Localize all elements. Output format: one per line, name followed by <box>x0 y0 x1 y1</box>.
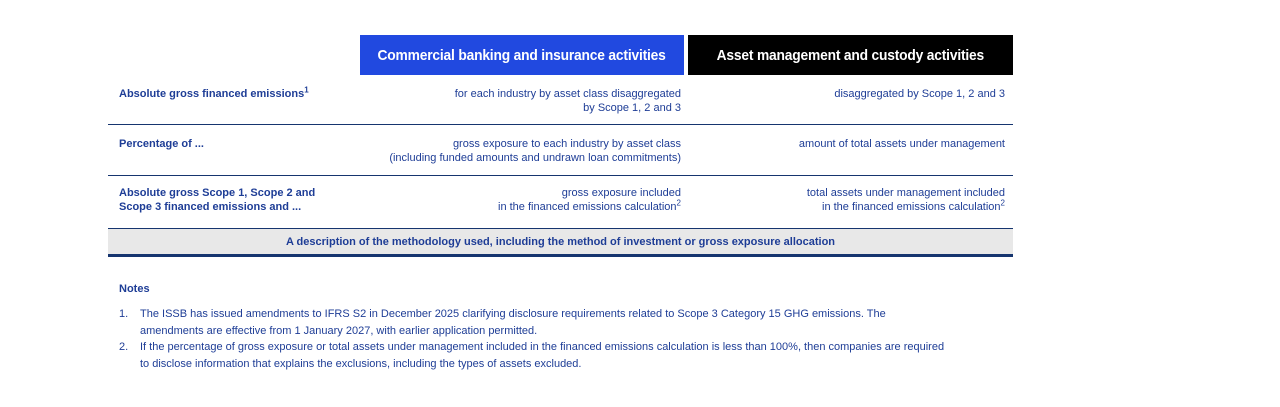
notes-section: Notes 1. The ISSB has issued amendments … <box>108 283 1013 372</box>
header-asset-management-label: Asset management and custody activities <box>716 46 985 64</box>
note-item-1: 1. The ISSB has issued amendments to IFR… <box>119 306 1013 339</box>
table-row-absolute-gross-financed-emissions: Absolute gross financed emissions1 for e… <box>108 75 1013 124</box>
methodology-description-text: A description of the methodology used, i… <box>285 235 836 248</box>
row-label: Absolute gross financed emissions1 <box>119 85 309 100</box>
note-item-2: 2. If the percentage of gross exposure o… <box>119 339 1013 372</box>
table-row-percentage-of: Percentage of ... gross exposure to each… <box>108 124 1013 175</box>
row-label: Absolute gross Scope 1, Scope 2 and Scop… <box>119 187 316 213</box>
banking-cell: for each industry by asset class disaggr… <box>454 88 681 114</box>
note-text: If the percentage of gross exposure or t… <box>140 341 945 370</box>
footnote-marker-2: 2 <box>1000 197 1005 207</box>
header-commercial-banking: Commercial banking and insurance activit… <box>360 35 684 75</box>
footnote-marker-1: 1 <box>304 85 309 95</box>
banking-cell: gross exposure included in the financed … <box>498 187 681 213</box>
note-number: 1. <box>119 308 129 320</box>
footnote-marker-2: 2 <box>676 197 681 207</box>
note-text: The ISSB has issued amendments to IFRS S… <box>140 308 886 337</box>
note-number: 2. <box>119 341 129 353</box>
header-spacer <box>108 35 356 75</box>
table-header-row: Commercial banking and insurance activit… <box>108 35 1013 75</box>
notes-heading: Notes <box>119 283 150 295</box>
banking-cell: gross exposure to each industry by asset… <box>389 138 681 164</box>
disclosure-table: Commercial banking and insurance activit… <box>108 35 1013 372</box>
asset-cell: amount of total assets under management <box>798 138 1005 150</box>
table-row-absolute-gross-scope-emissions: Absolute gross Scope 1, Scope 2 and Scop… <box>108 175 1013 228</box>
methodology-description-bar: A description of the methodology used, i… <box>108 228 1013 257</box>
header-commercial-banking-label: Commercial banking and insurance activit… <box>377 46 667 64</box>
asset-cell: disaggregated by Scope 1, 2 and 3 <box>834 88 1005 100</box>
row-label: Percentage of ... <box>119 138 204 150</box>
asset-cell: total assets under management included i… <box>806 187 1005 213</box>
header-asset-management: Asset management and custody activities <box>688 35 1013 75</box>
